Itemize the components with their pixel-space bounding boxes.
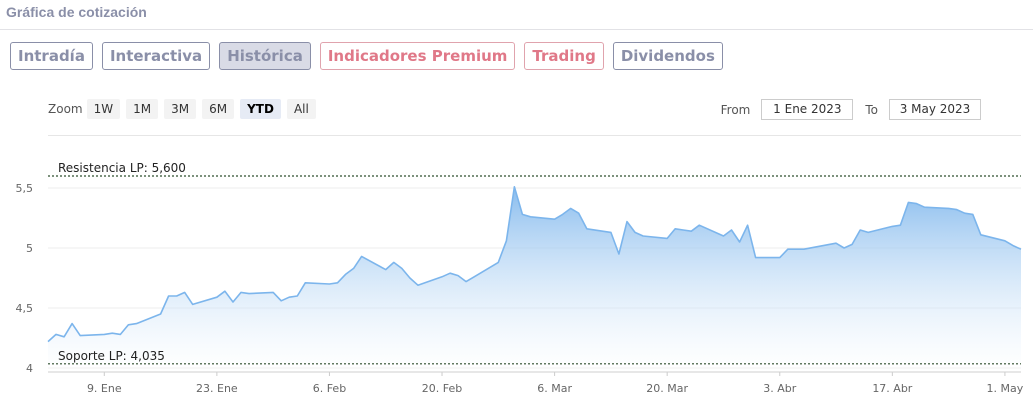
x-tick-label: 9. Ene — [87, 382, 122, 395]
section-title: Gráfica de cotización — [6, 4, 147, 20]
x-tick-label: 20. Mar — [646, 382, 688, 395]
x-tick-label: 6. Mar — [537, 382, 572, 395]
date-range: From 1 Ene 2023 To 3 May 2023 — [721, 99, 981, 120]
zoom-6m-button[interactable]: 6M — [202, 99, 235, 119]
y-axis: 4 4,5 5 5,5 — [16, 182, 34, 375]
from-date-input[interactable]: 1 Ene 2023 — [761, 99, 854, 120]
zoom-1w-button[interactable]: 1W — [86, 99, 121, 119]
y-tick-label: 5 — [26, 242, 33, 255]
y-tick-label: 4 — [26, 362, 33, 375]
tab-trading[interactable]: Trading — [524, 42, 604, 70]
from-label: From — [720, 102, 751, 117]
x-tick-label: 3. Abr — [763, 382, 796, 395]
y-tick-label: 5,5 — [16, 182, 34, 195]
tab-indicadores-premium[interactable]: Indicadores Premium — [319, 42, 516, 70]
x-axis: 9. Ene 23. Ene 6. Feb 20. Feb 6. Mar 20. Mar 3… — [48, 371, 1024, 395]
chart-top-divider — [48, 135, 1021, 136]
price-area — [48, 186, 1021, 372]
x-tick-label: 20. Feb — [422, 382, 462, 395]
x-tick-label: 17. Abr — [872, 382, 912, 395]
zoom-selector: Zoom 1W 1M 3M 6M YTD All — [48, 99, 322, 119]
price-series-line — [47, 186, 1022, 343]
x-tick-label: 1. May — [987, 382, 1024, 395]
zoom-3m-button[interactable]: 3M — [164, 99, 197, 119]
support-label: Soporte LP: 4,035 — [58, 349, 165, 363]
y-tick-label: 4,5 — [16, 302, 34, 315]
zoom-ytd-button[interactable]: YTD — [240, 99, 281, 119]
tab-dividendos[interactable]: Dividendos — [612, 42, 723, 70]
tab-interactiva[interactable]: Interactiva — [101, 42, 211, 70]
tab-historica[interactable]: Histórica — [219, 42, 311, 70]
to-date-input[interactable]: 3 May 2023 — [889, 99, 981, 120]
tab-intradia[interactable]: Intradía — [10, 42, 93, 70]
title-divider — [0, 29, 1033, 30]
zoom-all-button[interactable]: All — [286, 99, 316, 119]
x-tick-label: 23. Ene — [196, 382, 238, 395]
zoom-label: Zoom — [48, 102, 83, 116]
to-label: To — [865, 102, 878, 117]
resistance-label: Resistencia LP: 5,600 — [58, 161, 186, 175]
x-tick-label: 6. Feb — [313, 382, 346, 395]
chart-type-tabs: Intradía Interactiva Histórica Indicador… — [10, 42, 723, 70]
zoom-1m-button[interactable]: 1M — [126, 99, 159, 119]
plot-lines: Resistencia LP: 5,600 Soporte LP: 4,035 — [48, 161, 1021, 365]
area-fill — [47, 186, 1022, 372]
